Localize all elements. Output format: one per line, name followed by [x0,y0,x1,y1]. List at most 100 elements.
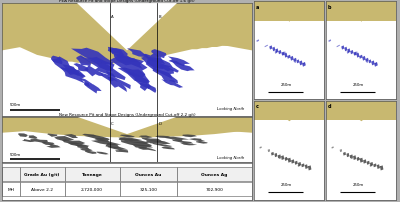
Polygon shape [127,49,148,58]
Text: Grade Au (g/t): Grade Au (g/t) [24,172,60,176]
Text: c: c [256,104,259,109]
Polygon shape [347,51,350,55]
Polygon shape [51,56,62,65]
Polygon shape [302,63,305,65]
Polygon shape [138,147,156,152]
Polygon shape [344,47,348,52]
Text: A: A [111,15,113,19]
Text: D: D [158,122,161,126]
Polygon shape [161,80,183,88]
Polygon shape [85,58,114,72]
Polygon shape [64,134,78,138]
Polygon shape [111,49,134,61]
Polygon shape [275,51,278,55]
Polygon shape [74,64,88,72]
Bar [64,167,120,181]
Polygon shape [153,68,178,84]
Polygon shape [275,49,278,54]
Polygon shape [108,48,124,57]
Text: Above 2.2: Above 2.2 [31,187,53,191]
Polygon shape [76,56,91,67]
Polygon shape [347,49,350,54]
Polygon shape [2,4,252,66]
Text: b: b [328,5,331,10]
Polygon shape [332,147,334,149]
Text: C: C [111,122,114,126]
Polygon shape [288,158,291,163]
Polygon shape [336,45,340,48]
Polygon shape [189,139,206,141]
Polygon shape [368,60,372,64]
Polygon shape [254,101,324,121]
Polygon shape [346,153,349,157]
Title: PEA Resource Pit and Stope Designs (Underground Cut-off 1.6 g/t): PEA Resource Pit and Stope Designs (Unde… [59,0,195,3]
Polygon shape [359,55,363,59]
Polygon shape [350,155,353,158]
Polygon shape [118,138,142,141]
Polygon shape [326,2,396,22]
Polygon shape [84,66,104,77]
Polygon shape [284,157,288,161]
Polygon shape [30,139,48,143]
Text: Ounces Ag: Ounces Ag [201,172,228,176]
Polygon shape [2,40,252,116]
Polygon shape [363,160,366,164]
Polygon shape [326,101,396,121]
Text: 702,900: 702,900 [206,187,224,191]
Polygon shape [370,164,372,167]
Bar [120,167,177,181]
Polygon shape [366,61,368,64]
Polygon shape [28,136,38,139]
Polygon shape [291,160,294,164]
Polygon shape [2,117,77,133]
Polygon shape [370,162,373,166]
Polygon shape [152,143,172,147]
Polygon shape [146,58,174,79]
Polygon shape [351,157,353,159]
Polygon shape [254,2,324,22]
Polygon shape [302,63,306,67]
Polygon shape [293,58,297,63]
Polygon shape [286,158,288,160]
Text: 2,720,000: 2,720,000 [81,187,103,191]
Polygon shape [108,77,127,93]
Polygon shape [139,136,153,138]
Polygon shape [140,83,156,93]
Polygon shape [366,161,370,165]
Polygon shape [2,117,252,144]
Bar [2,167,20,181]
Polygon shape [377,164,380,169]
Polygon shape [353,156,356,160]
Polygon shape [110,56,148,78]
Text: Looking North: Looking North [217,107,244,110]
Text: B: B [158,15,161,19]
Polygon shape [177,117,252,133]
Polygon shape [371,61,375,66]
Polygon shape [106,143,122,149]
Polygon shape [264,45,268,48]
Text: 250m: 250m [280,82,292,86]
Polygon shape [308,165,312,171]
Polygon shape [353,52,356,56]
Polygon shape [182,135,197,138]
Polygon shape [343,152,346,156]
Polygon shape [146,140,171,144]
Polygon shape [172,140,194,144]
Bar [20,183,64,196]
Polygon shape [284,53,288,58]
Polygon shape [354,52,358,56]
Polygon shape [107,146,128,150]
Polygon shape [374,63,378,67]
Polygon shape [299,61,303,66]
Polygon shape [260,147,262,149]
Polygon shape [301,164,304,167]
Polygon shape [151,50,166,59]
Bar [64,183,120,196]
Polygon shape [155,136,170,138]
Polygon shape [77,117,177,135]
Polygon shape [77,4,177,51]
Polygon shape [141,138,164,142]
Polygon shape [305,164,308,169]
Text: 500m: 500m [10,102,21,106]
Polygon shape [168,57,190,67]
